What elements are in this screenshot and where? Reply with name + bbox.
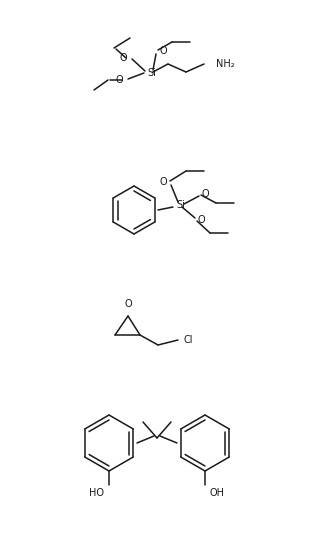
Text: O: O bbox=[115, 75, 123, 85]
Text: O: O bbox=[202, 189, 210, 199]
Text: NH₂: NH₂ bbox=[216, 59, 235, 69]
Text: O: O bbox=[119, 53, 127, 63]
Text: O: O bbox=[159, 46, 167, 56]
Text: O: O bbox=[198, 215, 206, 225]
Text: Si: Si bbox=[177, 200, 185, 210]
Text: O: O bbox=[124, 299, 132, 309]
Text: HO: HO bbox=[89, 488, 104, 498]
Text: Si: Si bbox=[147, 68, 156, 78]
Text: O: O bbox=[159, 177, 167, 187]
Text: OH: OH bbox=[210, 488, 225, 498]
Text: Cl: Cl bbox=[183, 335, 192, 345]
